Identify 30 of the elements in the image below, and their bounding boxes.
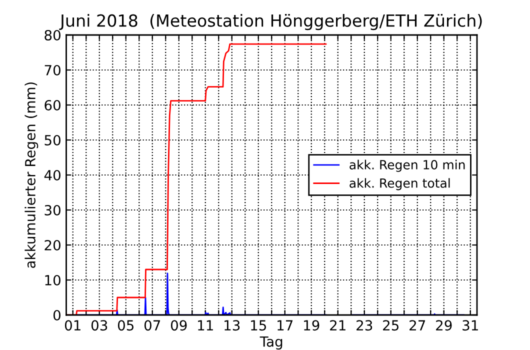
y-tick-label: 70 bbox=[44, 64, 60, 76]
x-axis-title: Tag bbox=[260, 336, 282, 350]
chart-title: Juni 2018 (Meteostation Hönggerberg/ETH Zürich) bbox=[59, 14, 482, 30]
y-tick-label: 30 bbox=[44, 204, 60, 216]
x-tick-label: 13 bbox=[224, 320, 240, 331]
y-tick-label: 20 bbox=[44, 240, 60, 250]
x-tick-label: 29 bbox=[436, 320, 452, 331]
y-axis-title: akkumulierter Regen (mm) bbox=[24, 82, 38, 268]
y-tick-label: 0 bbox=[53, 310, 60, 320]
x-tick-label: 23 bbox=[356, 320, 372, 331]
x-tick-label: 15 bbox=[251, 320, 266, 331]
x-tick-label: 09 bbox=[170, 320, 187, 331]
y-tick-label: 60 bbox=[44, 100, 60, 110]
y-tick-label: 10 bbox=[45, 274, 60, 286]
x-tick-label: 19 bbox=[304, 320, 320, 331]
legend-label: akk. Regen total bbox=[350, 178, 450, 190]
x-tick-label: 01 bbox=[64, 320, 80, 331]
x-tick-label: 07 bbox=[144, 320, 160, 331]
x-tick-label: 17 bbox=[278, 320, 293, 330]
x-tick-label: 31 bbox=[462, 320, 478, 331]
x-tick-label: 11 bbox=[198, 320, 213, 330]
y-tick-label: 40 bbox=[44, 170, 60, 180]
y-tick-label: 80 bbox=[44, 30, 60, 40]
x-tick-label: 27 bbox=[410, 320, 426, 330]
x-tick-label: 03 bbox=[91, 320, 108, 331]
y-tick-label: 50 bbox=[44, 134, 60, 146]
x-tick-label: 21 bbox=[330, 320, 346, 330]
legend-label: akk. Regen 10 min bbox=[350, 160, 465, 172]
x-tick-label: 05 bbox=[118, 320, 134, 331]
x-tick-label: 25 bbox=[383, 320, 398, 331]
